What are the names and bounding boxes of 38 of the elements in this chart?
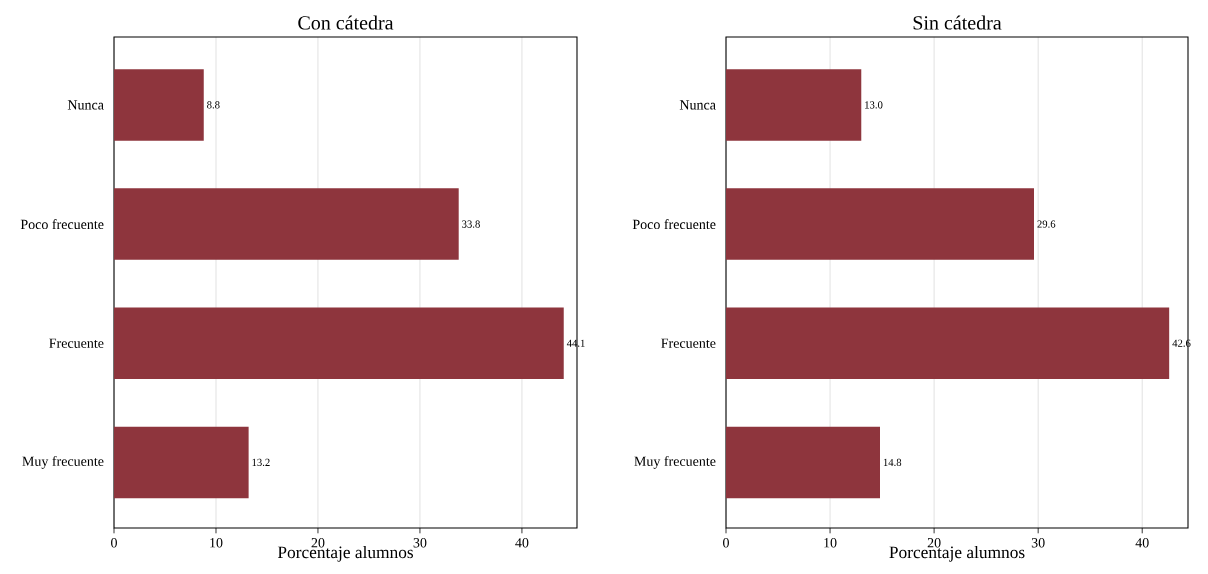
data-label: 8.8 bbox=[207, 101, 220, 109]
y-tick-label: Frecuente bbox=[49, 338, 104, 348]
y-tick-label: Poco frecuente bbox=[632, 219, 716, 230]
x-tick-label: 40 bbox=[515, 538, 529, 548]
data-label: 13.0 bbox=[865, 101, 883, 109]
y-tick-label: Muy frecuente bbox=[22, 456, 104, 469]
x-tick-label: 30 bbox=[1031, 538, 1045, 548]
data-label: 14.8 bbox=[883, 458, 902, 467]
x-axis-title: Porcentaje alumnos bbox=[277, 545, 414, 562]
bar bbox=[726, 307, 1170, 380]
x-tick-label: 20 bbox=[311, 538, 325, 548]
bar bbox=[114, 188, 459, 260]
data-label: 13.2 bbox=[252, 458, 270, 467]
x-tick-label: 20 bbox=[927, 538, 941, 548]
data-label: 42.6 bbox=[1172, 339, 1191, 347]
data-label: 44.1 bbox=[566, 339, 585, 347]
x-tick-label: 0 bbox=[111, 538, 117, 548]
bar bbox=[726, 188, 1034, 260]
data-label: 29.6 bbox=[1037, 220, 1056, 228]
bar bbox=[114, 307, 564, 380]
x-tick-label: 40 bbox=[1135, 538, 1149, 548]
chart-title: Sin cátedra bbox=[913, 15, 1002, 30]
y-tick-label: Poco frecuente bbox=[20, 219, 104, 230]
data-label: 33.8 bbox=[462, 220, 480, 228]
bar bbox=[726, 426, 880, 499]
bar bbox=[114, 69, 204, 141]
x-tick-label: 10 bbox=[824, 538, 837, 548]
y-tick-label: Nunca bbox=[67, 100, 104, 110]
y-tick-label: Muy frecuente bbox=[634, 456, 716, 469]
x-tick-label: 0 bbox=[723, 538, 729, 548]
y-tick-label: Nunca bbox=[679, 100, 716, 110]
bar bbox=[726, 69, 862, 141]
x-axis-title: Porcentaje alumnos bbox=[889, 545, 1025, 562]
x-tick-label: 30 bbox=[413, 538, 427, 548]
y-tick-label: Frecuente bbox=[661, 338, 716, 348]
chart-title: Con cátedra bbox=[298, 15, 394, 30]
x-tick-label: 10 bbox=[210, 538, 223, 548]
bar bbox=[114, 426, 249, 499]
